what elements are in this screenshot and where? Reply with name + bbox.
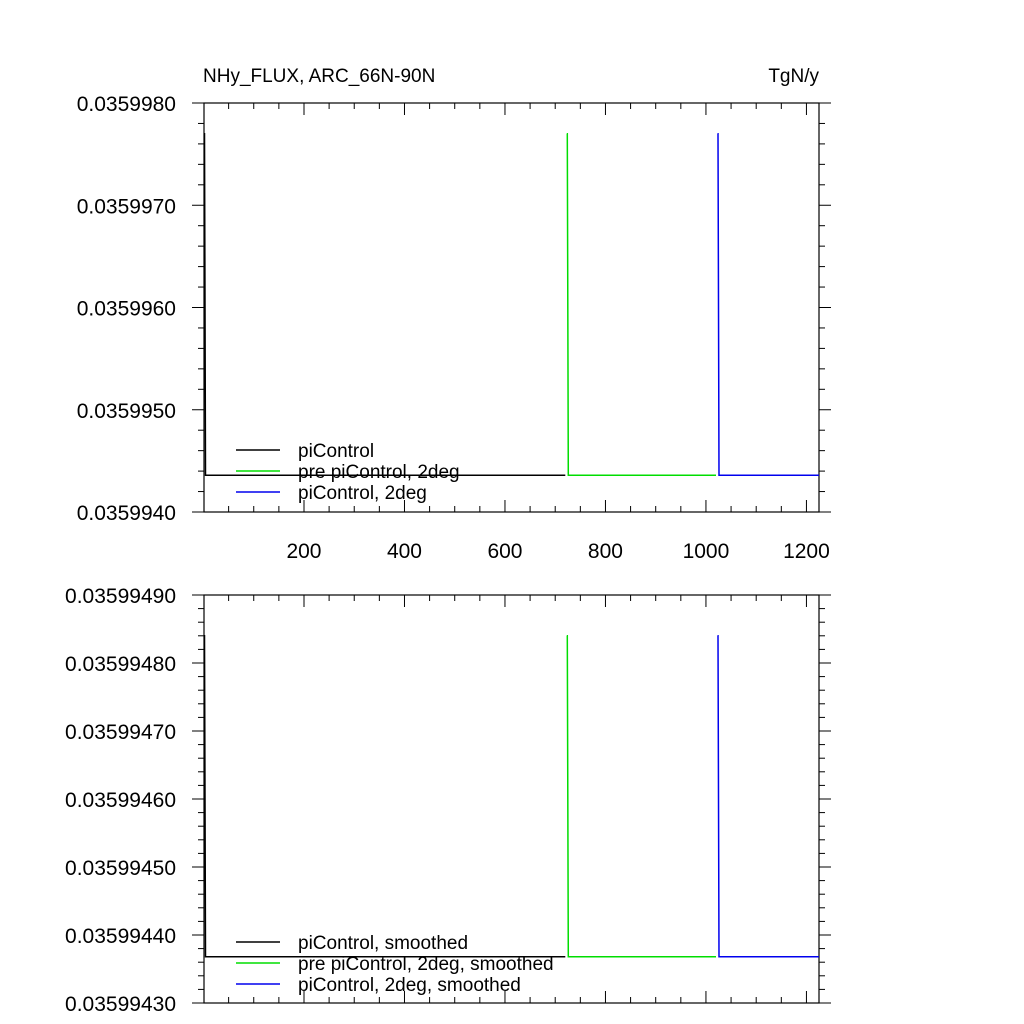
legend-label: pre piControl, 2deg, smoothed [298,954,554,975]
x-tick-label: 400 [387,540,422,563]
y-tick-label: 0.03599480 [65,653,176,676]
y-tick-label: 0.03599460 [65,789,176,812]
series-line [566,635,716,958]
x-tick-label: 200 [286,540,321,563]
series-line [717,132,819,476]
series-line [203,132,566,476]
series-line [203,635,566,958]
x-tick-label: 1200 [783,540,830,563]
legend-label: pre piControl, 2deg [298,462,460,483]
y-tick-label: 0.0359950 [77,400,176,423]
x-tick-label: 800 [588,540,623,563]
series-line [566,132,716,476]
legend-label: piControl, 2deg, smoothed [298,975,521,996]
plot-frame [203,102,820,513]
y-tick-label: 0.03599440 [65,925,176,948]
y-tick-label: 0.03599450 [65,857,176,880]
series-line [717,635,819,958]
chart-title: NHy_FLUX, ARC_66N-90N [203,66,435,87]
y-tick-label: 0.0359980 [77,93,176,116]
y-tick-label: 0.03599490 [65,585,176,608]
x-tick-label: 600 [487,540,522,563]
y-tick-label: 0.0359940 [77,502,176,525]
y-tick-label: 0.03599430 [65,993,176,1016]
plot-frame [203,594,820,1004]
y-tick-label: 0.0359960 [77,298,176,321]
y-tick-label: 0.0359970 [77,195,176,218]
chart-units: TgN/y [768,66,819,87]
legend-label: piControl, smoothed [298,933,468,954]
legend-label: piControl, 2deg [298,483,427,504]
legend-label: piControl [298,441,374,462]
y-tick-label: 0.03599470 [65,721,176,744]
x-tick-label: 1000 [683,540,730,563]
